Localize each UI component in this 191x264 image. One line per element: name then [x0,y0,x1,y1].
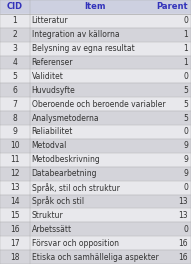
Bar [0,14,191,28]
Text: Metodbeskrivning: Metodbeskrivning [32,155,100,164]
Bar [0,69,191,83]
Text: Språk och stil: Språk och stil [32,196,84,206]
Text: 5: 5 [183,86,188,95]
Text: 16: 16 [179,239,188,248]
Text: Etiska och samhälleliga aspekter: Etiska och samhälleliga aspekter [32,253,158,262]
Bar [0,167,191,181]
Text: 6: 6 [12,86,17,95]
Bar [0,56,191,69]
Text: 11: 11 [10,155,19,164]
Text: 2: 2 [12,30,17,39]
Text: 0: 0 [183,128,188,136]
Text: Analysmetoderna: Analysmetoderna [32,114,99,122]
Bar [0,236,191,250]
Text: Försvar och opposition: Försvar och opposition [32,239,118,248]
Text: Referenser: Referenser [32,58,73,67]
Text: Arbetssätt: Arbetssätt [32,225,72,234]
Text: Struktur: Struktur [32,211,63,220]
Bar [0,125,191,139]
Text: 9: 9 [183,169,188,178]
Text: 1: 1 [183,30,188,39]
Text: Huvudsyfte: Huvudsyfte [32,86,75,95]
Text: CID: CID [7,2,23,11]
Bar [0,42,191,56]
Text: Databearbetning: Databearbetning [32,169,97,178]
Text: 0: 0 [183,16,188,25]
Text: 0: 0 [183,183,188,192]
Text: 1: 1 [183,44,188,53]
Text: 7: 7 [12,100,17,109]
Bar [0,195,191,208]
Text: 5: 5 [183,114,188,122]
Text: 0: 0 [183,225,188,234]
Text: Reliabilitet: Reliabilitet [32,128,73,136]
Text: Metodval: Metodval [32,142,67,150]
Bar [0,83,191,97]
Bar [0,153,191,167]
Text: Validitet: Validitet [32,72,63,81]
Text: Item: Item [84,2,106,11]
Bar [0,250,191,264]
Text: 5: 5 [12,72,17,81]
Bar [0,0,191,14]
Text: 10: 10 [10,142,20,150]
Text: 13: 13 [179,197,188,206]
Text: 12: 12 [10,169,19,178]
Text: Litteratur: Litteratur [32,16,68,25]
Text: Belysning av egna resultat: Belysning av egna resultat [32,44,134,53]
Bar [0,208,191,222]
Text: 4: 4 [12,58,17,67]
Text: 13: 13 [10,183,20,192]
Text: 18: 18 [10,253,19,262]
Text: Integration av källorna: Integration av källorna [32,30,119,39]
Text: 0: 0 [183,72,188,81]
Text: 5: 5 [183,100,188,109]
Bar [0,111,191,125]
Text: 9: 9 [183,155,188,164]
Text: 13: 13 [179,211,188,220]
Text: 1: 1 [12,16,17,25]
Bar [0,97,191,111]
Text: 17: 17 [10,239,20,248]
Text: Parent: Parent [156,2,188,11]
Text: 16: 16 [179,253,188,262]
Text: 16: 16 [10,225,20,234]
Bar [0,222,191,236]
Text: 9: 9 [12,128,17,136]
Text: 9: 9 [183,142,188,150]
Bar [0,181,191,195]
Text: 8: 8 [12,114,17,122]
Text: Språk, stil och struktur: Språk, stil och struktur [32,183,119,192]
Text: 14: 14 [10,197,20,206]
Text: 15: 15 [10,211,20,220]
Bar [0,139,191,153]
Bar [0,28,191,42]
Text: 1: 1 [183,58,188,67]
Text: 3: 3 [12,44,17,53]
Text: Oberoende och beroende variabler: Oberoende och beroende variabler [32,100,165,109]
